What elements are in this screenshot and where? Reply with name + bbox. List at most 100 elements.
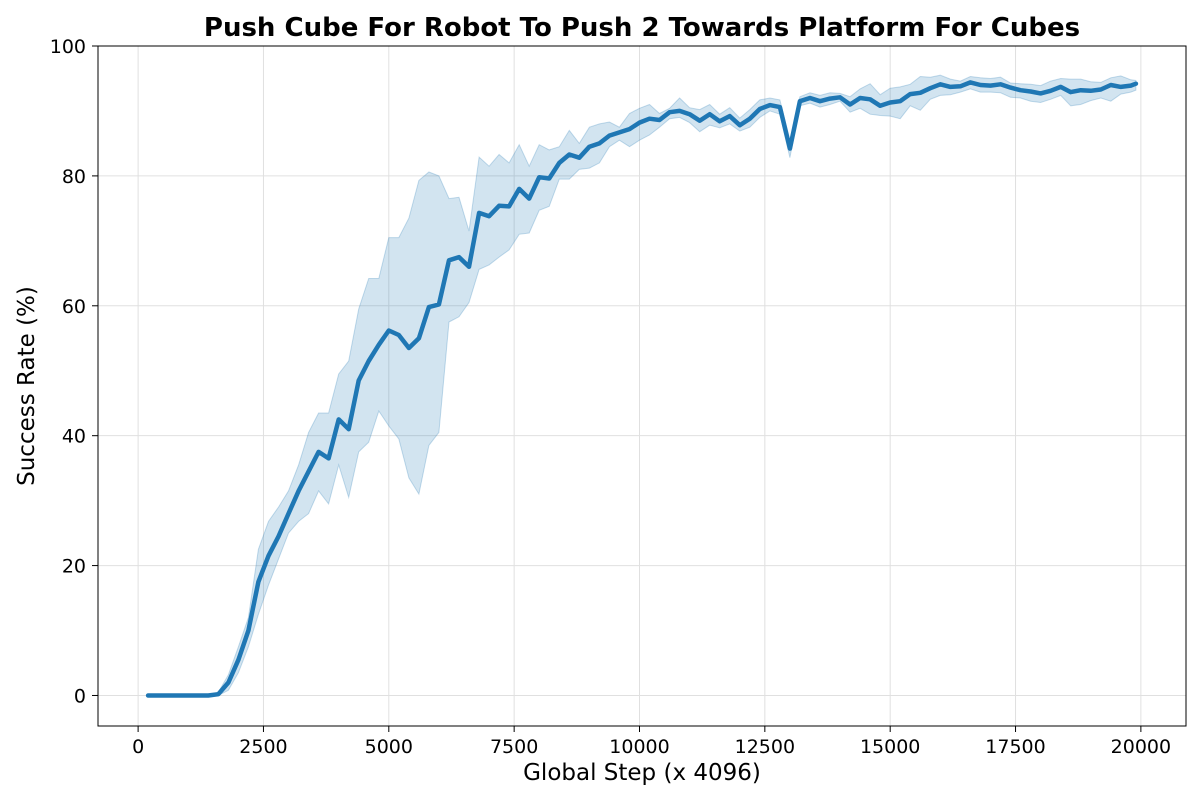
data-point: [818, 99, 822, 103]
data-point: [397, 333, 401, 337]
data-point: [637, 120, 641, 124]
data-point: [1038, 91, 1042, 95]
data-point: [888, 100, 892, 104]
data-point: [186, 693, 190, 697]
data-point: [517, 187, 521, 191]
data-point: [306, 469, 310, 473]
data-point: [1119, 85, 1123, 89]
data-point: [567, 152, 571, 156]
data-point: [286, 511, 290, 515]
data-point: [447, 258, 451, 262]
data-point: [216, 692, 220, 696]
data-point: [487, 214, 491, 218]
chart-title: Push Cube For Robot To Push 2 Towards Pl…: [204, 13, 1080, 43]
data-point: [998, 82, 1002, 86]
data-point: [387, 328, 391, 332]
data-point: [1079, 88, 1083, 92]
y-tick-label: 100: [50, 36, 86, 58]
data-point: [597, 141, 601, 145]
data-point: [698, 119, 702, 123]
data-point: [206, 693, 210, 697]
data-point: [1008, 85, 1012, 89]
data-point: [266, 554, 270, 558]
confidence-band-group: [148, 74, 1137, 696]
data-point: [788, 146, 792, 150]
x-tick-label: 7500: [490, 736, 538, 758]
data-point: [377, 343, 381, 347]
data-point: [196, 693, 200, 697]
data-point: [928, 86, 932, 90]
y-tick-label: 0: [74, 685, 86, 707]
y-axis-label: Success Rate (%): [14, 286, 40, 486]
data-point: [828, 96, 832, 100]
x-tick-label: 10000: [609, 736, 669, 758]
data-point: [617, 130, 621, 134]
data-point: [677, 109, 681, 113]
data-point: [347, 427, 351, 431]
data-point: [497, 204, 501, 208]
data-point: [667, 110, 671, 114]
data-point: [1018, 88, 1022, 92]
data-point: [457, 255, 461, 259]
data-point: [537, 175, 541, 179]
data-point: [1028, 89, 1032, 93]
data-point: [938, 82, 942, 86]
x-tick-label: 5000: [365, 736, 413, 758]
data-point: [868, 97, 872, 101]
data-point: [547, 176, 551, 180]
data-point: [1059, 85, 1063, 89]
series-line: [145, 80, 1139, 698]
data-point: [988, 83, 992, 87]
y-tick-label: 80: [62, 166, 86, 188]
data-point: [758, 107, 762, 111]
data-point-group: [146, 80, 1138, 698]
data-point: [657, 118, 661, 122]
y-tick-label: 40: [62, 426, 86, 448]
data-point: [226, 680, 230, 684]
confidence-band: [148, 74, 1137, 696]
data-point: [316, 450, 320, 454]
data-point: [507, 204, 511, 208]
data-point: [166, 693, 170, 697]
data-point: [687, 112, 691, 116]
data-point: [527, 196, 531, 200]
x-axis-ticks: 0 2500 5000 7500 10000 12500 15000 17500 20000: [132, 726, 1171, 758]
data-point: [236, 658, 240, 662]
y-tick-label: 20: [62, 556, 86, 578]
data-point: [908, 92, 912, 96]
series-line-group: [145, 80, 1139, 698]
data-point: [246, 628, 250, 632]
data-point: [417, 336, 421, 340]
data-point: [768, 103, 772, 107]
data-point: [1069, 90, 1073, 94]
data-point: [728, 114, 732, 118]
plot-frame: [97, 45, 1187, 727]
data-point: [748, 117, 752, 121]
data-point: [1134, 82, 1138, 86]
data-point: [647, 117, 651, 121]
data-point: [718, 119, 722, 123]
data-point: [577, 156, 581, 160]
data-point: [738, 123, 742, 127]
x-axis-label: Global Step (x 4096): [523, 760, 761, 786]
data-point: [918, 91, 922, 95]
x-tick-label: 20000: [1111, 736, 1171, 758]
y-axis-ticks: 0 20 40 60 80 100: [50, 36, 98, 707]
data-point: [798, 99, 802, 103]
data-point: [427, 305, 431, 309]
data-point: [858, 96, 862, 100]
data-point: [878, 104, 882, 108]
data-point: [627, 127, 631, 131]
data-point: [1129, 83, 1133, 87]
data-point: [948, 85, 952, 89]
data-point: [156, 693, 160, 697]
data-point: [557, 161, 561, 165]
data-point: [337, 417, 341, 421]
data-point: [467, 265, 471, 269]
data-point: [587, 145, 591, 149]
data-point: [968, 80, 972, 84]
data-point: [778, 105, 782, 109]
data-point: [1089, 89, 1093, 93]
data-point: [838, 95, 842, 99]
